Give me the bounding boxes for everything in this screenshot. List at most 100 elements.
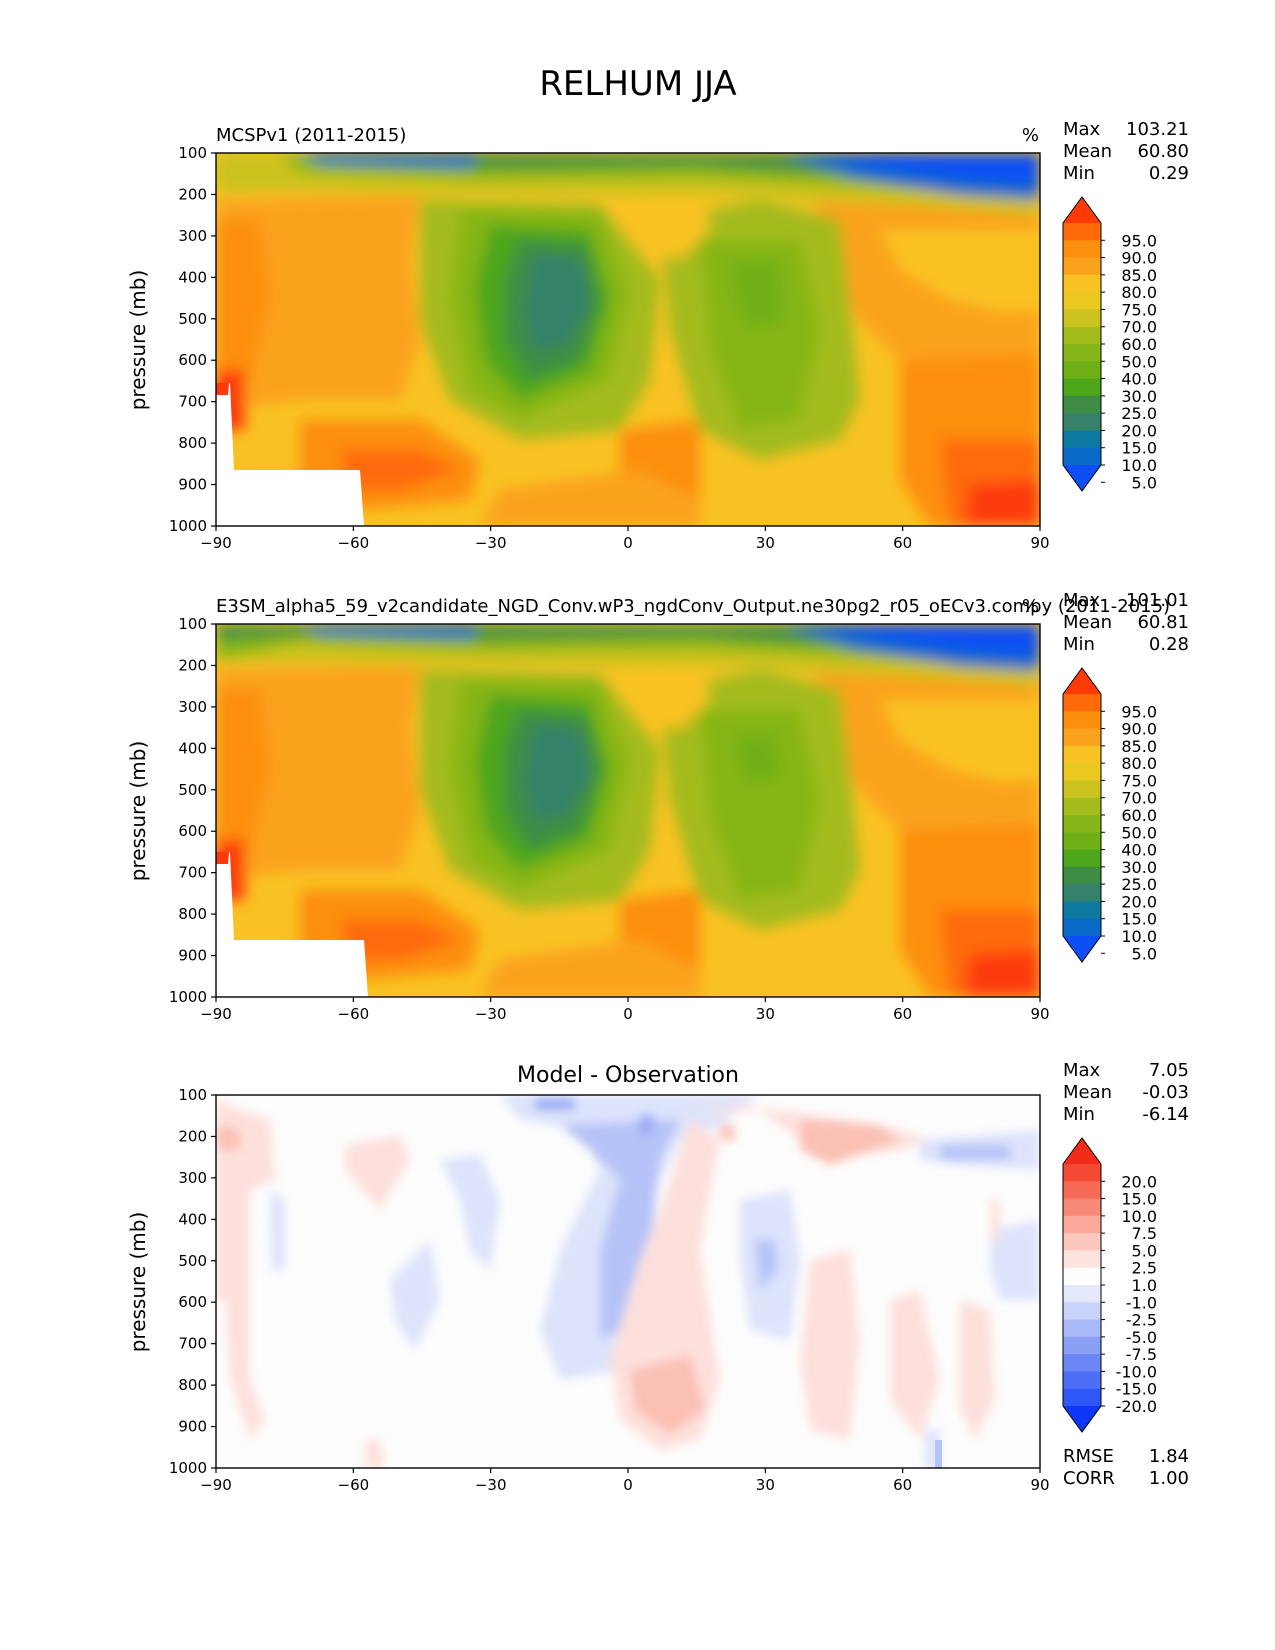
- colorbar-segment: [1063, 1233, 1101, 1251]
- colorbar-segment: [1063, 884, 1101, 902]
- colorbar-segment: [1063, 918, 1101, 937]
- x-tick-label: 90: [1030, 1476, 1049, 1494]
- stat-value: -0.03: [1142, 1082, 1189, 1103]
- colorbar-label: 10.0: [1121, 1207, 1157, 1226]
- y-tick-label: 1000: [169, 988, 207, 1006]
- colorbar-segment: [1063, 378, 1101, 397]
- colorbar-segment: [1063, 901, 1101, 920]
- colorbar-segment: [1063, 1319, 1101, 1338]
- stat-value: 103.21: [1126, 119, 1189, 140]
- y-tick-label: 200: [178, 185, 207, 203]
- colorbar-label: 50.0: [1121, 823, 1157, 842]
- colorbar-label: 5.0: [1132, 473, 1157, 492]
- metric-label: CORR: [1063, 1468, 1115, 1489]
- colorbar-segment: [1063, 797, 1101, 816]
- x-tick-label: 60: [893, 1476, 912, 1494]
- colorbar-segment: [1063, 447, 1101, 466]
- colorbar-segment: [1063, 292, 1101, 310]
- colorbar-label: 80.0: [1121, 754, 1157, 773]
- colorbar-extend-max: [1063, 1138, 1101, 1164]
- y-tick-label: 700: [178, 1335, 207, 1353]
- y-tick-label: 300: [178, 698, 207, 716]
- colorbar-label: 25.0: [1121, 875, 1157, 894]
- colorbar-label: -15.0: [1116, 1380, 1157, 1399]
- stat-value: 60.80: [1137, 141, 1189, 162]
- colorbar-segment: [1063, 395, 1101, 414]
- x-tick-label: 30: [756, 1476, 775, 1494]
- colorbar-segment: [1063, 1371, 1101, 1390]
- y-tick-label: 600: [178, 351, 207, 369]
- y-axis: 100 200 300 400 500 600 700 800 900 1000: [169, 1086, 216, 1477]
- stat-value: 101.01: [1126, 590, 1189, 611]
- colorbar-label: 5.0: [1132, 944, 1157, 963]
- x-tick-label: 0: [623, 1476, 633, 1494]
- colorbar-label: -2.5: [1126, 1311, 1157, 1330]
- y-axis-label: pressure (mb): [126, 741, 150, 882]
- colorbar-label: -10.0: [1116, 1362, 1157, 1381]
- y-tick-label: 900: [178, 476, 207, 494]
- y-tick-label: 600: [178, 822, 207, 840]
- stats-labels: Max Mean Min 7.05 -0.03 -6.14: [1063, 1060, 1189, 1125]
- colorbar-segment: [1063, 728, 1101, 747]
- y-tick-label: 800: [178, 905, 207, 923]
- y-tick-label: 200: [178, 656, 207, 674]
- colorbar-segment: [1063, 240, 1101, 259]
- colorbar-label: 20.0: [1121, 421, 1157, 440]
- colorbar-label: 70.0: [1121, 789, 1157, 808]
- y-axis-label: pressure (mb): [126, 270, 150, 411]
- colorbar-label: 15.0: [1121, 910, 1157, 929]
- colorbar-label: 85.0: [1121, 266, 1157, 285]
- x-tick-label: −30: [475, 1476, 507, 1494]
- colorbar-label: -5.0: [1126, 1328, 1157, 1347]
- colorbar-segment: [1063, 309, 1101, 328]
- y-tick-label: 300: [178, 1169, 207, 1187]
- colorbar-label: 15.0: [1121, 439, 1157, 458]
- colorbar-label: 95.0: [1121, 231, 1157, 250]
- stat-value: 7.05: [1149, 1060, 1189, 1081]
- colorbar-segment: [1063, 694, 1101, 712]
- colorbar-segment: [1063, 832, 1101, 851]
- stats-labels: Max Mean Min 103.21 60.80 0.29: [1063, 119, 1189, 184]
- colorbar-label: 2.5: [1132, 1259, 1157, 1278]
- colorbar-segment: [1063, 1164, 1101, 1182]
- colorbar-segment: [1063, 223, 1101, 241]
- colorbar-segment: [1063, 1215, 1101, 1234]
- stat-label: Mean: [1063, 1082, 1112, 1103]
- x-tick-label: −30: [475, 1005, 507, 1023]
- contour-field-observation: [216, 153, 1040, 526]
- x-tick-label: 0: [623, 1005, 633, 1023]
- colorbar-segment: [1063, 1354, 1101, 1372]
- colorbar-segment: [1063, 257, 1101, 276]
- colorbar-label: 50.0: [1121, 352, 1157, 371]
- y-tick-label: 400: [178, 1210, 207, 1228]
- colorbar-label: 75.0: [1121, 300, 1157, 319]
- panel-title: Model - Observation: [517, 1063, 739, 1088]
- x-tick-label: −90: [200, 1005, 232, 1023]
- colorbar-segment: [1063, 413, 1101, 431]
- colorbar-label: 40.0: [1121, 841, 1157, 860]
- colorbar-extend-max: [1063, 668, 1101, 694]
- colorbar-label: 5.0: [1132, 1241, 1157, 1260]
- contour-field-model: [216, 624, 1040, 997]
- colorbar-segment: [1063, 849, 1101, 868]
- y-tick-label: 500: [178, 781, 207, 799]
- x-tick-label: −90: [200, 1476, 232, 1494]
- y-tick-label: 100: [178, 144, 207, 162]
- figure-title: RELHUM JJA: [539, 64, 736, 104]
- stat-value: -6.14: [1142, 1104, 1189, 1125]
- colorbar-label: 90.0: [1121, 249, 1157, 268]
- y-tick-label: 300: [178, 227, 207, 245]
- colorbar-segment: [1063, 1267, 1101, 1286]
- contour-field-difference: [216, 1095, 1040, 1468]
- x-tick-label: −60: [338, 1005, 370, 1023]
- colorbar: 95.090.085.080.075.070.060.050.040.030.0…: [1062, 667, 1157, 963]
- colorbar: 20.015.010.07.55.02.51.0-1.0-2.5-5.0-7.5…: [1062, 1137, 1157, 1433]
- x-axis: −90 −60 −30 0 30 60 90: [200, 997, 1050, 1023]
- y-tick-label: 100: [178, 615, 207, 633]
- panel-title: E3SM_alpha5_59_v2candidate_NGD_Conv.wP3_…: [216, 596, 1170, 617]
- colorbar-label: 10.0: [1121, 927, 1157, 946]
- colorbar-label: 1.0: [1132, 1276, 1157, 1295]
- y-tick-label: 500: [178, 310, 207, 328]
- colorbar-label: 75.0: [1121, 771, 1157, 790]
- colorbar-segment: [1063, 1181, 1101, 1200]
